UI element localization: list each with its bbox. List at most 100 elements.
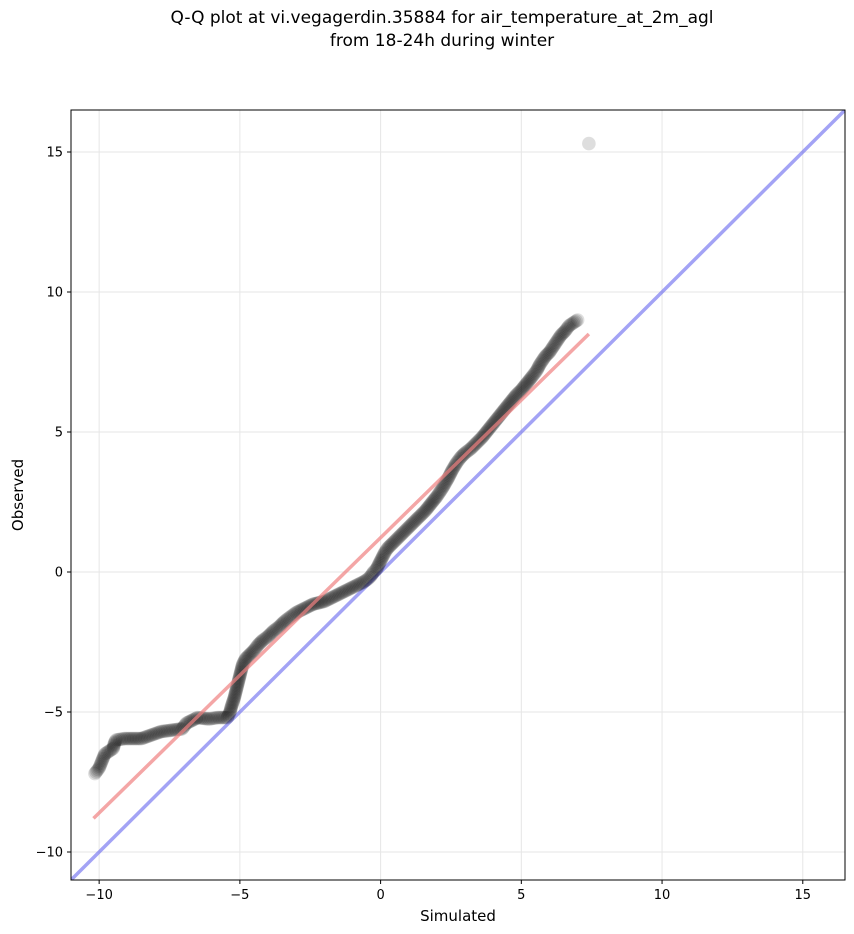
data-point [545, 341, 560, 355]
data-point [430, 489, 444, 504]
data-point [559, 323, 573, 337]
data-point [536, 352, 551, 367]
data-point [518, 378, 532, 393]
data-point [251, 638, 265, 652]
data-point [114, 732, 128, 746]
data-point [115, 732, 130, 746]
data-point [227, 691, 242, 705]
axis-ticks: −10 −5 0 5 10 15 −10 −5 0 5 10 15 [36, 146, 811, 904]
data-point [582, 136, 596, 151]
data-point [137, 730, 152, 745]
data-point [162, 723, 176, 738]
data-point [279, 613, 294, 627]
data-point [554, 327, 569, 342]
data-point [274, 617, 289, 632]
y-tick-label: 0 [55, 566, 63, 581]
data-point [359, 573, 374, 587]
data-point [223, 702, 238, 716]
data-point [552, 331, 566, 346]
data-point [385, 537, 399, 551]
data-point [444, 465, 458, 480]
data-point [364, 568, 379, 582]
data-point [273, 618, 288, 633]
data-point [249, 640, 263, 655]
data-point [205, 711, 220, 726]
data-point [392, 529, 407, 543]
data-point [365, 566, 380, 581]
data-point [561, 320, 575, 334]
data-point [371, 558, 386, 572]
data-point [225, 696, 240, 711]
data-point [259, 630, 274, 645]
data-point [335, 585, 350, 600]
data-point [358, 574, 372, 588]
data-point [218, 710, 233, 725]
data-point [553, 328, 568, 343]
data-point [522, 373, 536, 388]
data-point [229, 684, 243, 698]
data-point [521, 375, 535, 389]
data-point [384, 538, 398, 552]
data-point [369, 562, 384, 576]
data-point [526, 367, 541, 382]
data-point [182, 715, 197, 729]
data-point [533, 356, 548, 371]
data-point [126, 731, 141, 746]
data-point [215, 710, 230, 725]
data-point [222, 706, 237, 721]
data-point [247, 643, 261, 658]
data-point [229, 681, 244, 695]
data-point [539, 348, 554, 363]
data-point [310, 596, 325, 610]
data-point [332, 586, 347, 601]
data-point [544, 342, 559, 357]
data-point [136, 731, 150, 745]
data-point [410, 511, 425, 526]
data-point [395, 527, 409, 541]
data-point [149, 726, 164, 741]
data-point [226, 692, 241, 707]
data-point [340, 583, 354, 597]
data-point [431, 486, 446, 501]
data-point [403, 519, 417, 533]
data-point [96, 751, 110, 766]
data-point [413, 509, 427, 523]
data-point [181, 715, 195, 730]
data-point [408, 513, 423, 528]
data-point [221, 708, 236, 722]
x-tick-label: −10 [85, 888, 112, 903]
data-point [396, 526, 410, 540]
x-axis-label: Simulated [420, 907, 496, 925]
data-point [425, 495, 440, 510]
data-point [91, 762, 105, 777]
data-point [552, 330, 567, 344]
data-point [225, 698, 239, 712]
data-point [133, 731, 147, 746]
data-point [407, 514, 422, 529]
data-point [232, 673, 246, 687]
fit-line [92, 332, 591, 820]
data-point [415, 506, 430, 521]
data-point [399, 522, 414, 537]
data-point [556, 326, 570, 341]
data-point [327, 589, 341, 604]
data-point [160, 723, 175, 738]
data-point [514, 383, 529, 397]
y-tick-label: −5 [44, 706, 63, 721]
data-point [349, 578, 364, 593]
data-point [409, 512, 424, 527]
plot-area [71, 110, 845, 880]
data-point [177, 719, 192, 733]
data-point [148, 726, 162, 741]
data-point [203, 711, 218, 726]
data-point [105, 742, 119, 757]
data-point [255, 633, 270, 648]
data-point [435, 481, 450, 495]
data-point [237, 653, 252, 667]
data-point [119, 731, 133, 746]
chart-title-line-1: Q-Q plot at vi.vegagerdin.35884 for air_… [170, 8, 714, 28]
data-point [437, 478, 451, 493]
y-tick-label: −10 [36, 846, 63, 861]
x-tick-label: 5 [517, 888, 525, 903]
data-point [107, 736, 122, 750]
